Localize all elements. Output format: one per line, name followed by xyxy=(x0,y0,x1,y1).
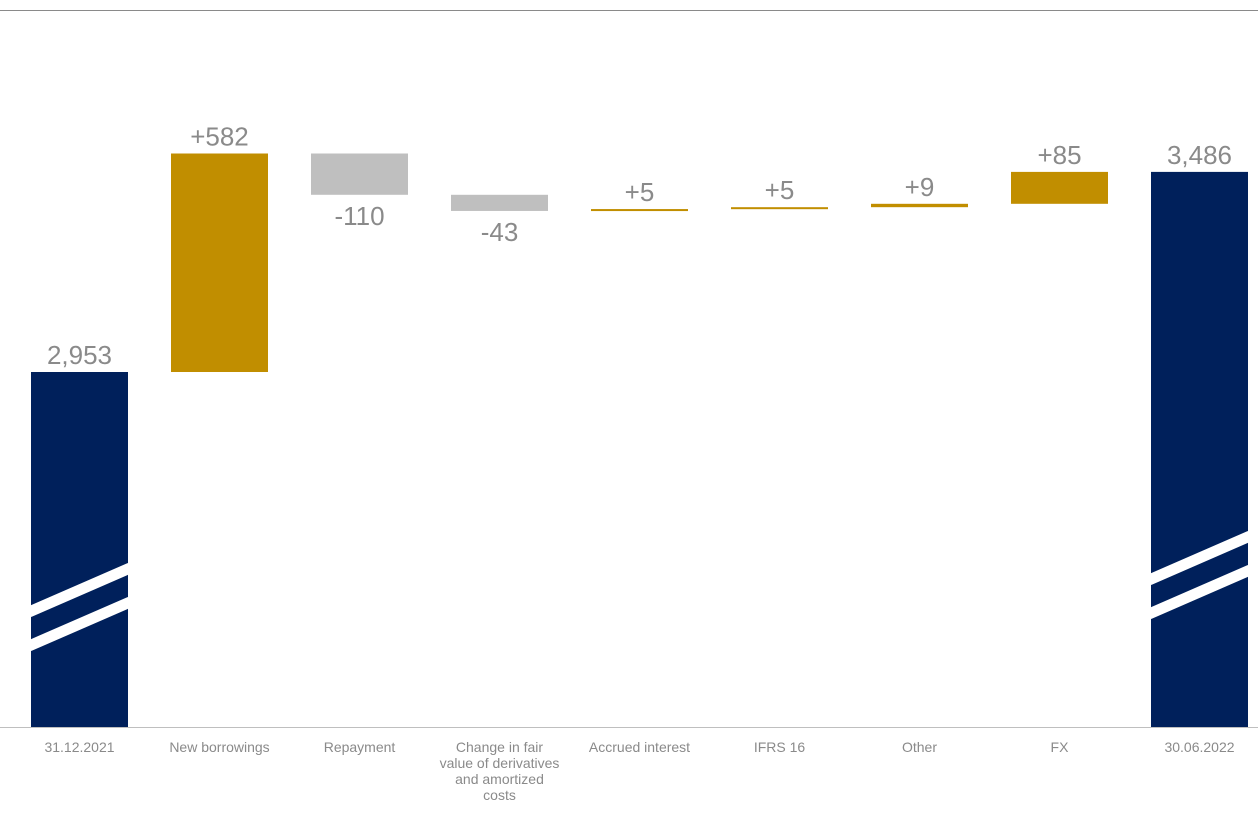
category-label-line: FX xyxy=(1051,739,1070,755)
category-label-line: and amortized xyxy=(455,771,544,787)
data-label-7: +9 xyxy=(905,172,935,202)
category-label-line: Change in fair xyxy=(456,739,544,755)
data-label-9: 3,486 xyxy=(1167,140,1232,170)
data-label-3: -110 xyxy=(334,201,384,231)
axis-break-slash-1-1 xyxy=(26,562,133,618)
category-label-line: value of derivatives xyxy=(440,755,560,771)
category-label-line: costs xyxy=(483,787,516,803)
bar-5 xyxy=(591,209,688,212)
bar-9 xyxy=(1151,171,1248,727)
category-label-2: New borrowings xyxy=(169,739,269,755)
data-label-8: +85 xyxy=(1037,140,1081,170)
category-label-line: Accrued interest xyxy=(589,739,690,755)
category-label-3: Repayment xyxy=(324,739,396,755)
category-label-8: FX xyxy=(1051,739,1070,755)
bar-7 xyxy=(871,203,968,208)
category-label-line: 31.12.2021 xyxy=(44,739,114,755)
axis-break-slash-1-2 xyxy=(26,596,133,652)
category-label-5: Accrued interest xyxy=(589,739,690,755)
bar-8 xyxy=(1011,171,1108,204)
bar-2 xyxy=(171,153,268,372)
data-label-5: +5 xyxy=(625,177,655,207)
data-label-6: +5 xyxy=(765,175,795,205)
axis-break-slash-9-2 xyxy=(1146,564,1253,620)
category-label-line: Repayment xyxy=(324,739,396,755)
data-label-1: 2,953 xyxy=(47,340,112,370)
category-label-4: Change in fair value of derivatives and am… xyxy=(440,739,560,803)
category-label-line: IFRS 16 xyxy=(754,739,806,755)
bar-6 xyxy=(731,207,828,210)
category-label-6: IFRS 16 xyxy=(754,739,806,755)
category-label-7: Other xyxy=(902,739,937,755)
category-label-line: Other xyxy=(902,739,937,755)
category-label-line: 30.06.2022 xyxy=(1164,739,1234,755)
top-rule xyxy=(0,10,1258,11)
category-label-9: 30.06.2022 xyxy=(1164,739,1234,755)
bar-3 xyxy=(311,153,408,195)
bar-1 xyxy=(31,372,128,727)
data-label-2: +582 xyxy=(190,122,249,152)
category-label-1: 31.12.2021 xyxy=(44,739,114,755)
axis-break-slash-9-1 xyxy=(1146,530,1253,586)
category-label-line: New borrowings xyxy=(169,739,269,755)
bar-4 xyxy=(451,194,548,211)
data-label-4: -43 xyxy=(481,217,519,247)
